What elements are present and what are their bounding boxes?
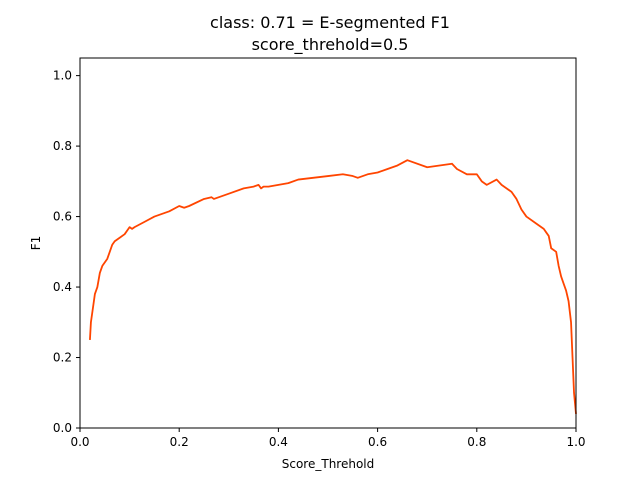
y-axis-label: F1	[29, 236, 43, 251]
y-tick-label: 0.2	[53, 351, 72, 365]
x-axis-ticks: 0.0 0.2 0.4 0.6 0.8 1.0	[70, 428, 585, 449]
y-tick-label: 0.0	[53, 421, 72, 435]
y-tick-label: 0.8	[53, 139, 72, 153]
y-tick-label: 0.4	[53, 280, 72, 294]
y-axis-ticks: 0.0 0.2 0.4 0.6 0.8 1.0	[53, 69, 80, 435]
y-tick-label: 1.0	[53, 69, 72, 83]
x-tick-label: 0.0	[70, 435, 89, 449]
chart-subtitle: score_threhold=0.5	[252, 35, 409, 55]
x-tick-label: 0.2	[170, 435, 189, 449]
chart-title: class: 0.71 = E-segmented F1	[210, 13, 450, 32]
x-tick-label: 0.6	[368, 435, 387, 449]
x-axis-label: Score_Threhold	[282, 457, 375, 471]
series-line	[90, 160, 576, 414]
plot-frame	[80, 58, 576, 428]
x-tick-label: 0.8	[467, 435, 486, 449]
x-tick-label: 1.0	[566, 435, 585, 449]
x-tick-label: 0.4	[269, 435, 288, 449]
y-tick-label: 0.6	[53, 210, 72, 224]
